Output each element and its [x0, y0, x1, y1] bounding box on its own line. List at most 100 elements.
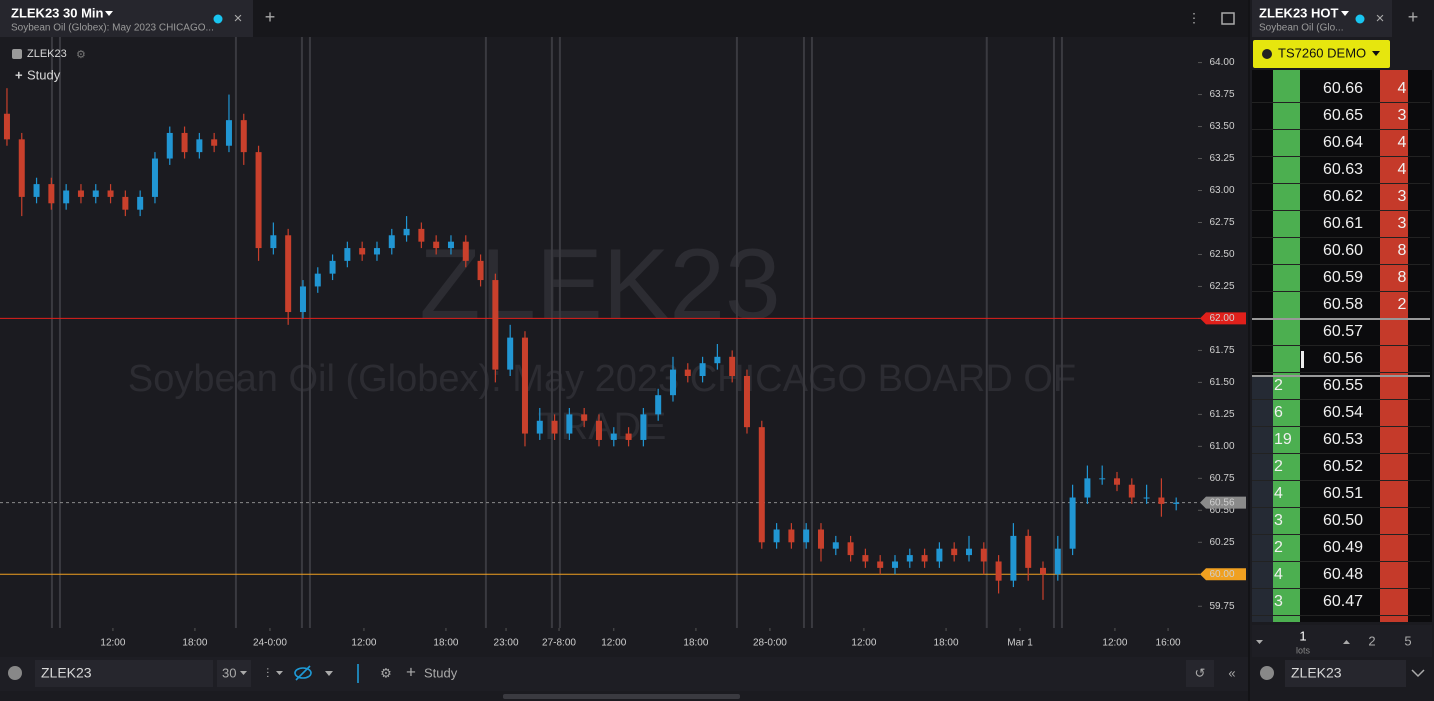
y-tick-label: 61.00 — [1209, 441, 1234, 452]
price[interactable]: 60.61 — [1323, 215, 1363, 232]
level-label: 60.56 — [1209, 497, 1234, 508]
x-tick-label: 16:00 — [1156, 638, 1181, 649]
menu[interactable]: ⋮ — [1188, 10, 1201, 25]
watermark-name: Soybean Oil (Globex): May 2023 CHICAGO B… — [128, 358, 1076, 400]
candle-body — [403, 228, 410, 236]
price[interactable]: 60.54 — [1323, 404, 1363, 421]
tab-title[interactable]: ZLEK23 30 Min — [11, 5, 104, 20]
price[interactable]: 60.50 — [1323, 512, 1363, 529]
account-dropdown[interactable] — [1372, 51, 1380, 56]
lots-down[interactable] — [1256, 640, 1263, 644]
candle-body — [1084, 478, 1091, 498]
price[interactable]: 60.47 — [1323, 593, 1363, 610]
account-button[interactable] — [1253, 40, 1390, 68]
y-tick-label: 60.75 — [1209, 473, 1234, 484]
x-tick-label: 18:00 — [934, 638, 959, 649]
price[interactable]: 60.49 — [1323, 539, 1363, 556]
candle-body — [1025, 535, 1032, 568]
y-tick-label: 60.50 — [1209, 505, 1234, 516]
close-tab[interactable]: × — [234, 10, 243, 27]
candle-body — [33, 184, 40, 197]
price[interactable]: 60.62 — [1323, 188, 1363, 205]
chart-type[interactable]: ⫶ — [266, 665, 269, 680]
interval-select[interactable] — [217, 660, 251, 687]
price[interactable]: 60.52 — [1323, 458, 1363, 475]
symbol-input-text[interactable]: ZLEK23 — [41, 665, 92, 681]
interval[interactable]: 30 — [222, 665, 236, 680]
candle-body — [270, 235, 277, 249]
active-tab[interactable] — [0, 0, 253, 37]
y-tick-label: 62.25 — [1209, 281, 1234, 292]
candle-body — [803, 529, 810, 543]
candle-body — [359, 248, 366, 255]
bid-size: 4 — [1274, 485, 1283, 502]
candle-body — [48, 184, 55, 204]
visibility-icon[interactable] — [294, 667, 312, 679]
price[interactable]: 60.60 — [1323, 242, 1363, 259]
dom-info-icon[interactable] — [1260, 666, 1274, 680]
ask-size: 3 — [1398, 215, 1407, 232]
scrollbar[interactable] — [503, 694, 740, 699]
price[interactable]: 60.64 — [1323, 134, 1363, 151]
candle-body — [640, 414, 647, 440]
candle-body — [1099, 478, 1106, 480]
maximize[interactable] — [1221, 12, 1235, 25]
level-label: 60.00 — [1209, 569, 1234, 580]
dom-symbol[interactable]: ZLEK23 — [1291, 665, 1342, 681]
candle-body — [773, 529, 780, 543]
study-plus-bottom[interactable]: + — [406, 662, 416, 681]
level-tag — [1200, 496, 1246, 509]
tab-subtitle: Soybean Oil (Globex): May 2023 CHICAGO..… — [11, 23, 214, 34]
account-name[interactable]: TS7260 DEMO — [1278, 45, 1366, 60]
dom-title[interactable]: ZLEK23 HOT — [1259, 5, 1339, 20]
price[interactable]: 60.57 — [1323, 323, 1363, 340]
settings-icon[interactable]: ⚙ — [76, 49, 86, 61]
price[interactable]: 60.66 — [1323, 80, 1363, 97]
price[interactable]: 60.59 — [1323, 269, 1363, 286]
price[interactable]: 60.65 — [1323, 107, 1363, 124]
symbol-input[interactable] — [35, 660, 213, 687]
bid-size: 3 — [1274, 512, 1283, 529]
study-plus[interactable]: + — [15, 67, 23, 82]
interval-dropdown[interactable] — [240, 671, 247, 675]
price[interactable]: 60.53 — [1323, 431, 1363, 448]
candle-body — [921, 555, 928, 562]
lots-value[interactable]: 1 — [1299, 628, 1306, 643]
candle-body — [196, 139, 203, 153]
y-tick-label: 62.50 — [1209, 249, 1234, 260]
candle-body — [225, 120, 232, 146]
price[interactable]: 60.58 — [1323, 296, 1363, 313]
study-button[interactable]: Study — [27, 67, 61, 82]
add-tab[interactable]: + — [265, 7, 276, 27]
price[interactable]: 60.63 — [1323, 161, 1363, 178]
y-tick-label: 60.25 — [1209, 537, 1234, 548]
visibility-dropdown[interactable] — [325, 671, 333, 676]
candle-body — [729, 356, 736, 376]
price[interactable]: 60.51 — [1323, 485, 1363, 502]
ask-size: 8 — [1398, 242, 1407, 259]
dom-symbol-input[interactable] — [1285, 660, 1406, 687]
plot-area: ZLEK23 Soybean Oil (Globex): May 2023 CHI… — [0, 37, 1246, 649]
lots-up[interactable] — [1343, 640, 1350, 644]
x-tick-label: 28-0:00 — [753, 638, 787, 649]
dom-add[interactable]: + — [1408, 7, 1419, 27]
chart-type-dropdown[interactable] — [276, 671, 283, 675]
candle-body — [314, 273, 321, 287]
dom-dropdown[interactable] — [1341, 11, 1349, 16]
study-button-bottom[interactable]: Study — [424, 665, 458, 680]
undo-button[interactable] — [1186, 660, 1214, 687]
price[interactable]: 60.48 — [1323, 566, 1363, 583]
settings-button[interactable]: ⚙ — [380, 665, 392, 680]
tab-dropdown[interactable] — [105, 11, 113, 16]
collapse-button[interactable]: « — [1228, 665, 1235, 680]
candle-body — [92, 190, 99, 197]
price[interactable]: 60.55 — [1323, 377, 1363, 394]
preset[interactable]: 2 — [1368, 633, 1375, 648]
dom-symbol-dropdown[interactable] — [1411, 669, 1425, 678]
price[interactable]: 60.56 — [1323, 350, 1363, 367]
dom-tab[interactable] — [1252, 0, 1392, 37]
dom-close[interactable]: × — [1376, 10, 1385, 27]
preset[interactable]: 5 — [1404, 633, 1411, 648]
info-icon[interactable] — [8, 666, 22, 680]
chart-symbol[interactable]: ZLEK23 — [27, 48, 67, 60]
